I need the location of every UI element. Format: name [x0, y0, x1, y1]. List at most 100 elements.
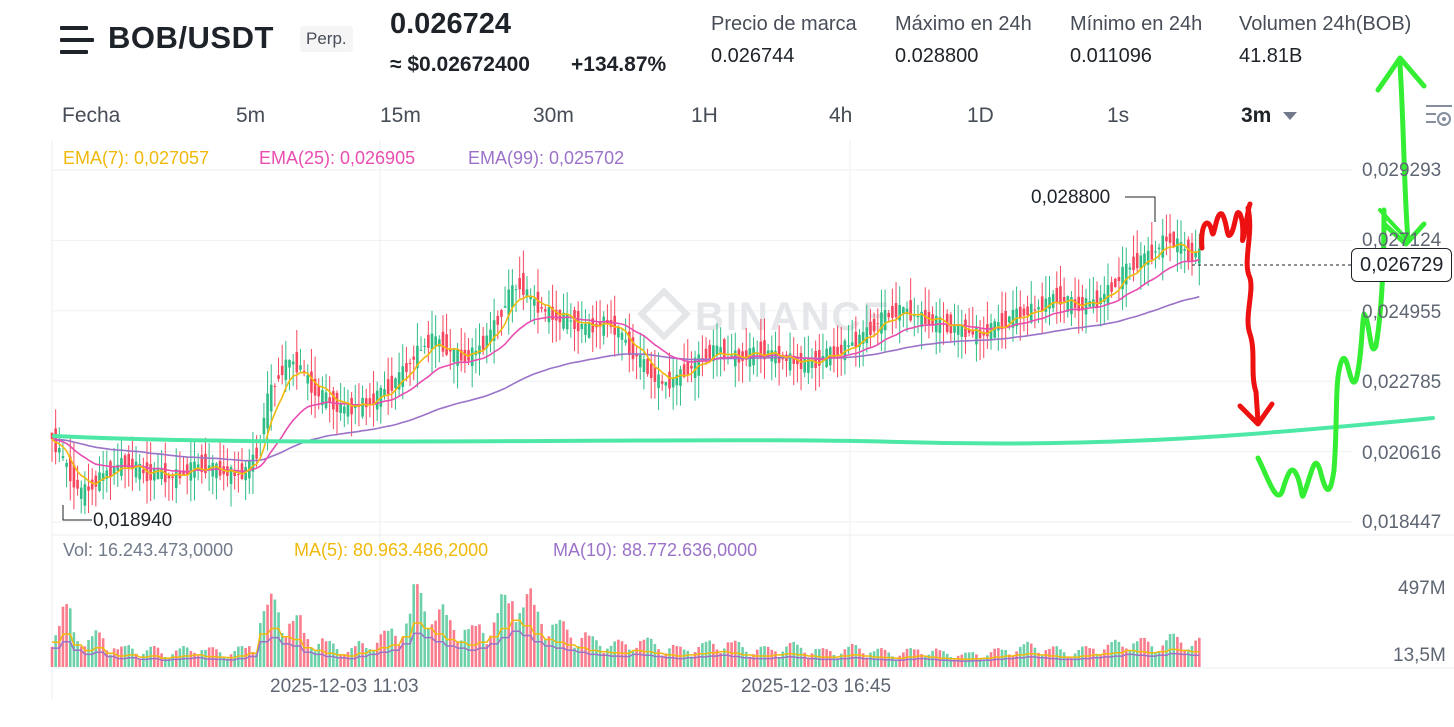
ema-lines [51, 196, 1351, 662]
volume-bar [1029, 643, 1033, 667]
x-tick: 2025-12-03 16:45 [741, 676, 892, 697]
candle-body [332, 391, 335, 410]
candle-body [50, 432, 54, 440]
candle-body [953, 324, 956, 333]
volume-bar [518, 613, 521, 667]
candle-body [185, 464, 189, 476]
volume-bar [978, 657, 982, 667]
volume-bar [346, 651, 350, 667]
volume-bar [715, 649, 719, 667]
candle-body [887, 312, 891, 318]
y-tick: 0,027124 [1362, 230, 1442, 251]
candle-body [61, 456, 65, 459]
candle-body [565, 314, 569, 330]
ma10-legend: MA(10): 88.772.636,0000 [553, 540, 758, 560]
candle-body [1157, 247, 1161, 250]
volume-bar [1128, 650, 1132, 667]
volume-bar [383, 630, 386, 667]
volume-bar [690, 656, 693, 667]
volume-bar [536, 611, 540, 667]
candle-body [503, 306, 507, 308]
tab-30m[interactable]: 30m [533, 104, 574, 127]
tab-fecha[interactable]: Fecha [62, 104, 121, 127]
volume-bar [112, 648, 116, 667]
volume-bar [573, 647, 576, 667]
candle-body [244, 467, 247, 481]
candle-body [763, 340, 766, 360]
candle-body [978, 329, 982, 339]
ema99-legend: EMA(99): 0,025702 [468, 148, 625, 168]
volume-bar [295, 615, 299, 667]
candle-body [511, 285, 514, 308]
candle-body [1183, 249, 1186, 251]
candle-body [554, 309, 558, 321]
volume-bar [953, 659, 956, 667]
pair-name[interactable]: BOB/USDT [108, 20, 274, 55]
candle-body [1139, 255, 1143, 269]
chart-settings-icon[interactable] [1424, 100, 1454, 132]
volume-bar [156, 647, 160, 667]
candle-body [1117, 277, 1121, 282]
candle-body [668, 371, 671, 389]
candle-body [1026, 306, 1029, 316]
volume-bar [891, 656, 894, 667]
candle-body [496, 315, 500, 325]
volume-bar [1187, 649, 1190, 667]
candle-body [1037, 307, 1040, 310]
volume-legend: Vol: 16.243.473,0000 [63, 540, 234, 560]
volume-bar [569, 637, 573, 667]
tab-1d[interactable]: 1D [967, 104, 994, 127]
candle-body [719, 347, 722, 354]
tab-3m[interactable]: 3m [1241, 104, 1272, 127]
tab-1h[interactable]: 1H [691, 104, 718, 127]
volume-tick: 13,5M [1393, 645, 1446, 666]
green-arrowhead-top [1375, 55, 1427, 93]
tab-15m[interactable]: 15m [380, 104, 421, 127]
volume-bar [1117, 641, 1121, 667]
volume-bar [1165, 640, 1168, 667]
volume-bar [723, 648, 726, 667]
candle-body [580, 323, 584, 330]
volume-bar [861, 653, 865, 667]
volume-bar [251, 652, 255, 667]
candle-body [90, 479, 94, 490]
volume-bar [401, 636, 405, 667]
candle-body [346, 404, 350, 417]
candle-body [1073, 299, 1077, 308]
candle-body [288, 360, 291, 368]
candle-body [328, 397, 331, 403]
candle-body [916, 316, 920, 318]
candles [50, 214, 1201, 515]
candle-body [1000, 313, 1004, 330]
volume-bar [317, 643, 321, 667]
candle-body [255, 447, 258, 459]
candle-body [368, 398, 372, 405]
volume-bar [222, 656, 226, 667]
menu-icon[interactable] [60, 26, 94, 54]
candle-body [587, 322, 591, 338]
chevron-down-icon[interactable] [1283, 112, 1297, 120]
candle-body [657, 374, 660, 389]
volume-bar [470, 625, 474, 667]
ema99-line [51, 295, 1200, 462]
tab-5m[interactable]: 5m [236, 104, 266, 127]
volume-bar [134, 653, 138, 667]
volume-bar [649, 638, 653, 667]
candle-body [109, 461, 112, 478]
volume-bar [273, 599, 277, 667]
volume-bar [883, 649, 887, 667]
volume-bar [109, 654, 112, 667]
candle-body [1070, 297, 1073, 315]
volume-bar [215, 649, 218, 667]
tab-4h[interactable]: 4h [829, 104, 853, 127]
volume-bar [1088, 647, 1091, 667]
candle-body [207, 465, 211, 470]
tab-1s[interactable]: 1s [1107, 104, 1130, 127]
stat-label-mark-price: Precio de marca [711, 13, 857, 35]
volume-bar [386, 630, 390, 667]
volume-bar [343, 654, 346, 667]
candle-body [807, 358, 810, 373]
candle-body [353, 406, 357, 409]
candle-body [631, 337, 635, 360]
